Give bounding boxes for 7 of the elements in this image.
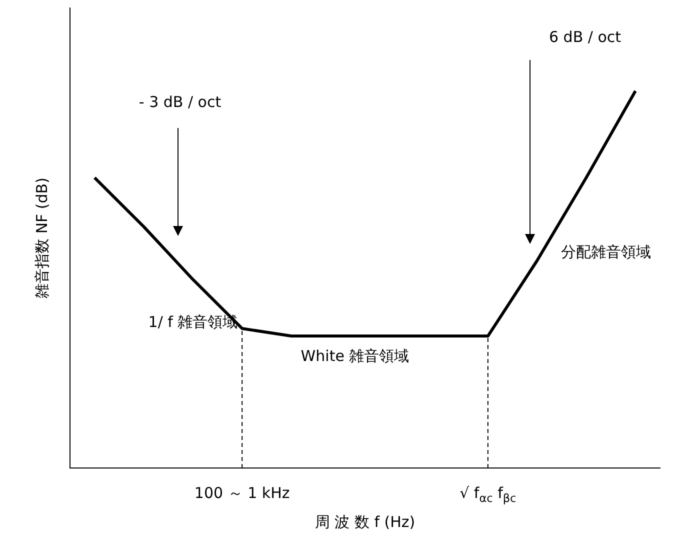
x-axis-title: 周 波 数 f (Hz) <box>314 512 416 531</box>
y-axis-title: 雑音指数 NF (dB) <box>32 178 51 298</box>
annotation: 分配雑音領域 <box>561 242 651 261</box>
text: 6 dB / oct <box>548 28 622 46</box>
annotation: White 雑音領域 <box>300 346 410 365</box>
annotation: - 3 dB / oct <box>138 92 222 111</box>
x-tick-label: 100 ～ 1 kHz <box>194 484 290 502</box>
